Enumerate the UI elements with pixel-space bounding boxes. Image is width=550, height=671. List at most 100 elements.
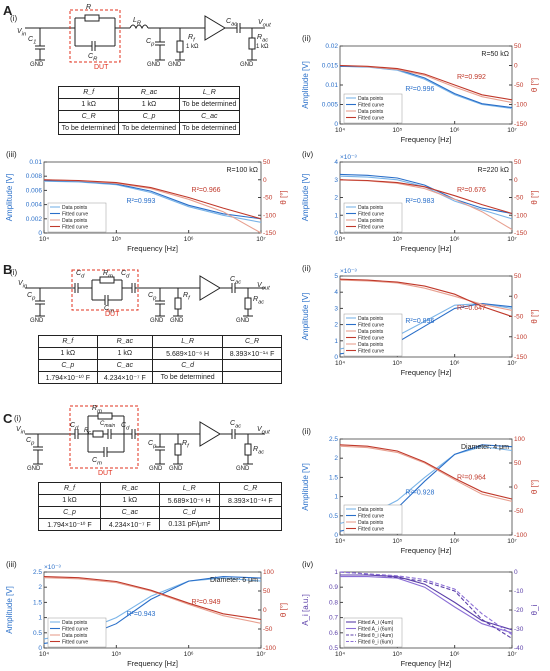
legend-box (343, 313, 403, 357)
cell: To be determined (152, 371, 224, 384)
label-rc-c: Rc (84, 428, 91, 437)
y2-axis-label: θ_i (530, 604, 539, 615)
x-axis-label: Frequency [Hz] (401, 244, 452, 253)
y-tick-label: 0.006 (26, 187, 43, 194)
label-rf-c: Rf (182, 440, 189, 450)
label-cp-a: Cp (146, 38, 155, 48)
subpanel-b-i: (i) (10, 268, 18, 277)
y2-tick-label: -150 (514, 121, 527, 128)
y-tick-label: 2 (38, 584, 42, 591)
legend-label: Data points (358, 316, 384, 322)
label-cd-b-right: Cd (121, 270, 130, 280)
label-cr-a: CR (88, 53, 98, 63)
subpanel-label: (ii) (302, 34, 311, 43)
cell (222, 359, 282, 372)
cell: C_ac (96, 359, 154, 372)
y-axis-label: Amplitude [V] (301, 174, 310, 222)
label-rac-val-a: 1 kΩ (256, 44, 269, 50)
cell: 5.689×10⁻⁶ H (158, 494, 220, 507)
subpanel-a-i: (i) (10, 14, 18, 23)
label-cm-c: Cm (92, 457, 102, 467)
y-tick-label: 0.02 (325, 43, 338, 50)
y-tick-label: 1 (334, 338, 338, 345)
y2-axis-label: θ [°] (530, 480, 539, 494)
x-tick-label: 10⁴ (335, 360, 345, 367)
gnd-b-2: GND (150, 318, 164, 324)
y-tick-label: 0 (334, 121, 338, 128)
y-tick-label: 1 (334, 569, 338, 576)
chart-c-iv: 10⁴ 10⁵ 10⁶ 10⁷ Frequency [Hz] 0.5 0.6 0.7 0.8 0.… (301, 560, 539, 668)
y2-tick-label: 0 (263, 607, 267, 614)
label-cp-c: Cp (148, 440, 157, 450)
label-r-a: R (86, 4, 92, 11)
y2-tick-label: -40 (514, 645, 524, 652)
cell: 5.689×10⁻⁶ H (152, 347, 224, 360)
cell: C_p (38, 359, 98, 372)
label-cm-b: Cm (104, 305, 114, 315)
x-axis-label: Frequency [Hz] (401, 546, 452, 555)
legend-label: Data points (358, 109, 384, 115)
series-line (339, 173, 513, 215)
gnd-a-3: GND (168, 62, 182, 68)
y-tick-label: 0.008 (26, 173, 43, 180)
label-cp-b-left: Cp (27, 292, 36, 302)
r2-amplitude: R²=0.896 (405, 318, 434, 325)
y2-tick-label: 50 (514, 159, 522, 166)
x-tick-label: 10⁷ (507, 127, 517, 134)
cell: 1.794×10⁻¹⁰ F (38, 518, 101, 531)
legend-label: Data points (62, 218, 88, 224)
y-tick-label: 2 (334, 455, 338, 462)
legend-box (343, 202, 403, 233)
y2-tick-label: 50 (263, 588, 271, 595)
y-tick-label: 0.004 (26, 202, 43, 209)
cell: 8.393×10⁻¹⁴ F (222, 347, 282, 360)
x-tick-label: 10⁵ (392, 538, 402, 545)
cell: 1 kΩ (38, 347, 98, 360)
label-rf-b: Rf (183, 292, 190, 302)
chart-a-iv: 10⁴ 10⁵ 10⁶ 10⁷ Frequency [Hz] 0 1 2 3 4 Amplitude… (301, 150, 539, 253)
panel-letter-c: C (3, 411, 13, 426)
label-vin-a: Vin (17, 28, 27, 38)
cell: 1.794×10⁻¹⁰ F (38, 371, 98, 384)
y-axis-label: A_i [a.u.] (301, 594, 310, 626)
y2-tick-label: 50 (263, 159, 271, 166)
gnd-a-1: GND (30, 62, 44, 68)
legend-label: Fitted curve (62, 225, 88, 231)
table-c: R_f R_ac L_R C_R 1 kΩ 1 kΩ 5.689×10⁻⁶ H 8.393×… (38, 482, 283, 531)
table-a: R_f R_ac L_R 1 kΩ 1 kΩ To be determined C_R C… (57, 86, 241, 135)
y2-tick-label: -50 (263, 195, 273, 202)
y-tick-label: 5 (334, 273, 338, 280)
cell: C_d (158, 506, 220, 519)
label-rac-a: Rac (257, 34, 269, 44)
annotation: R=50 kΩ (481, 51, 509, 58)
y2-axis-label: θ [°] (530, 309, 539, 323)
x-tick-label: 10⁶ (450, 538, 460, 545)
r2-amplitude: R²=0.943 (126, 611, 155, 618)
y-tick-label: 0 (334, 354, 338, 361)
y-tick-label: 4 (334, 159, 338, 166)
label-cp-c-left: Cp (26, 437, 35, 447)
y2-tick-label: -150 (514, 354, 527, 361)
chart-a-ii: 10⁴ 10⁵ 10⁶ 10⁷ Frequency [Hz] 0 0.005 0.01 0.01… (301, 34, 539, 144)
y-tick-label: 1 (334, 212, 338, 219)
x-tick-label: 10⁴ (39, 651, 49, 658)
cell: L_R (178, 86, 241, 99)
y2-axis-label: θ [°] (530, 190, 539, 204)
series-line (339, 179, 513, 215)
y-tick-label: 0.8 (329, 599, 338, 606)
y2-tick-label: -50 (514, 314, 524, 321)
cell: 1 kΩ (118, 98, 180, 111)
subpanel-label: (ii) (302, 427, 311, 436)
x-tick-label: 10⁴ (335, 236, 345, 243)
gnd-a-2: GND (147, 62, 161, 68)
cell: C_R (218, 482, 283, 495)
legend-label: Fitted curve (358, 323, 384, 329)
label-cd-c-right: Cd (121, 422, 130, 432)
y-tick-label: 1.5 (329, 474, 338, 481)
y2-tick-label: -150 (514, 230, 527, 237)
y-tick-label: 0.5 (329, 513, 338, 520)
y2-tick-label: -100 (514, 212, 527, 219)
y-axis-label: Amplitude [V] (5, 174, 14, 222)
y-tick-label: 0.5 (329, 645, 338, 652)
cell: To be determined (118, 122, 180, 135)
